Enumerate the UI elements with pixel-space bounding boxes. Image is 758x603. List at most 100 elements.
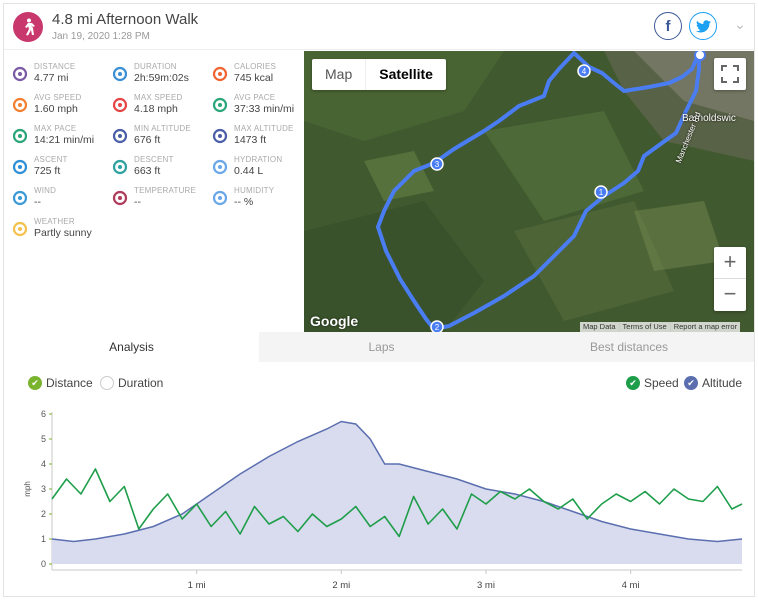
- stat-value: 37:33 min/mi: [234, 103, 295, 115]
- stat-label: ASCENT: [34, 155, 68, 164]
- mountain-icon: [212, 128, 228, 144]
- altitude-toggle[interactable]: ✔ Altitude: [684, 376, 742, 390]
- map-type-map-button[interactable]: Map: [325, 66, 353, 82]
- zoom-in-button[interactable]: +: [714, 247, 746, 279]
- stat-max-speed: MAX SPEED 4.18 mph: [104, 90, 204, 120]
- stat-label: TEMPERATURE: [134, 186, 197, 195]
- zoom-controls: + −: [714, 247, 746, 311]
- partly-sunny-icon: [12, 221, 28, 237]
- thermometer-icon: [112, 190, 128, 206]
- map-data-link[interactable]: Map Data: [583, 322, 616, 331]
- distance-toggle[interactable]: ✔ Distance: [28, 376, 93, 390]
- duration-toggle[interactable]: Duration: [100, 376, 163, 390]
- y-tick-label: 2: [41, 509, 46, 519]
- stat-label: HUMIDITY: [234, 186, 275, 195]
- stat-duration: DURATION 2h:59m:02s: [104, 59, 204, 89]
- analysis-chart[interactable]: 0 1 2 3 4 5 6 mph 1 mi 2 mi 3 mi 4 mi: [4, 404, 754, 598]
- y-tick-label: 6: [41, 409, 46, 419]
- wind-icon: [12, 190, 28, 206]
- stat-descent: DESCENT 663 ft: [104, 152, 204, 182]
- stat-label: DURATION: [134, 62, 177, 71]
- tab-best-distances[interactable]: Best distances: [504, 332, 754, 362]
- route-marker-3[interactable]: 3: [430, 157, 444, 171]
- flame-icon: [212, 66, 228, 82]
- stat-value: 14:21 min/mi: [34, 134, 95, 146]
- y-axis-label: mph: [23, 481, 32, 497]
- stat-label: MAX ALTITUDE: [234, 124, 294, 133]
- stat-value: -- %: [234, 196, 254, 208]
- stat-avg-speed: AVG SPEED 1.60 mph: [4, 90, 104, 120]
- stat-value: --: [34, 196, 41, 208]
- x-tick-label: 3 mi: [477, 580, 495, 591]
- stat-label: WIND: [34, 186, 57, 195]
- satellite-imagery: 1 2 3 4: [304, 51, 754, 332]
- pace-gauge-icon: [12, 128, 28, 144]
- distance-label: Distance: [46, 376, 93, 390]
- activity-card: 4.8 mi Afternoon Walk Jan 19, 2020 1:28 …: [3, 3, 755, 597]
- route-map[interactable]: 1 2 3 4 Map Satellite Barnoldswic Manche…: [304, 51, 754, 332]
- map-footer: Map Data Terms of Use Report a map error: [580, 322, 741, 332]
- analysis-tabs: Analysis Laps Best distances: [4, 332, 754, 362]
- tab-analysis[interactable]: Analysis: [4, 332, 259, 362]
- walking-person-icon: [13, 12, 43, 42]
- route-marker-2[interactable]: 2: [430, 320, 444, 332]
- twitter-share-button[interactable]: [689, 12, 717, 40]
- facebook-share-button[interactable]: f: [654, 12, 682, 40]
- svg-text:3: 3: [435, 160, 440, 169]
- activity-header: 4.8 mi Afternoon Walk Jan 19, 2020 1:28 …: [4, 4, 754, 50]
- speed-line: [51, 468, 743, 538]
- route-line: [376, 51, 701, 331]
- terms-of-use-link[interactable]: Terms of Use: [618, 322, 670, 332]
- chevron-down-icon[interactable]: ⌄: [734, 16, 746, 32]
- activity-title: 4.8 mi Afternoon Walk: [52, 11, 199, 28]
- activity-date: Jan 19, 2020 1:28 PM: [52, 31, 150, 42]
- fullscreen-icon: [721, 65, 739, 83]
- ascent-icon: [12, 159, 28, 175]
- google-logo: Google: [310, 313, 359, 329]
- mountain-icon: [112, 128, 128, 144]
- stat-value: 4.77 mi: [34, 72, 69, 84]
- zoom-out-button[interactable]: −: [723, 281, 737, 306]
- x-tick-label: 4 mi: [622, 580, 640, 591]
- stat-min-altitude: MIN ALTITUDE 676 ft: [104, 121, 204, 151]
- stat-ascent: ASCENT 725 ft: [4, 152, 104, 182]
- stat-value: 1.60 mph: [34, 103, 78, 115]
- stat-value: Partly sunny: [34, 227, 92, 239]
- tab-laps[interactable]: Laps: [259, 332, 504, 362]
- stat-max-pace: MAX PACE 14:21 min/mi: [4, 121, 104, 151]
- stat-label: WEATHER: [34, 217, 75, 226]
- route-start-marker[interactable]: [694, 51, 706, 61]
- stopwatch-icon: [112, 66, 128, 82]
- speed-altitude-chart: 0 1 2 3 4 5 6 mph 1 mi 2 mi 3 mi 4 mi: [23, 409, 743, 591]
- facebook-icon: f: [665, 17, 671, 35]
- stat-value: 725 ft: [34, 165, 61, 177]
- svg-text:1: 1: [599, 188, 604, 197]
- altitude-line: [51, 420, 743, 543]
- report-map-error-link[interactable]: Report a map error: [669, 322, 740, 332]
- stats-panel: DISTANCE 4.77 mi DURATION 2h:59m:02s CALORIE…: [4, 51, 304, 331]
- duration-label: Duration: [118, 376, 164, 390]
- humidity-drops-icon: [212, 190, 228, 206]
- speed-toggle[interactable]: ✔ Speed: [626, 376, 679, 390]
- stat-label: MAX SPEED: [134, 93, 183, 102]
- stat-max-altitude: MAX ALTITUDE 1473 ft: [204, 121, 304, 151]
- route-marker-4[interactable]: 4: [577, 64, 591, 78]
- stat-avg-pace: AVG PACE 37:33 min/mi: [204, 90, 304, 120]
- stat-label: AVG PACE: [234, 93, 276, 102]
- speed-gauge-icon: [112, 97, 128, 113]
- stat-label: MIN ALTITUDE: [134, 124, 191, 133]
- stat-humidity: HUMIDITY -- %: [204, 183, 304, 213]
- map-type-toggle: Map Satellite: [312, 59, 446, 90]
- speed-gauge-icon: [12, 97, 28, 113]
- speed-label: Speed: [644, 376, 679, 390]
- y-tick-label: 3: [41, 484, 46, 494]
- map-type-satellite-button[interactable]: Satellite: [365, 59, 446, 90]
- stat-label: DESCENT: [134, 155, 174, 164]
- stat-value: 1473 ft: [234, 134, 267, 146]
- stat-wind: WIND --: [4, 183, 104, 213]
- y-tick-label: 4: [41, 459, 46, 469]
- svg-text:4: 4: [582, 67, 587, 76]
- fullscreen-button[interactable]: [714, 58, 746, 90]
- route-marker-1[interactable]: 1: [594, 185, 608, 199]
- stat-value: 4.18 mph: [134, 103, 178, 115]
